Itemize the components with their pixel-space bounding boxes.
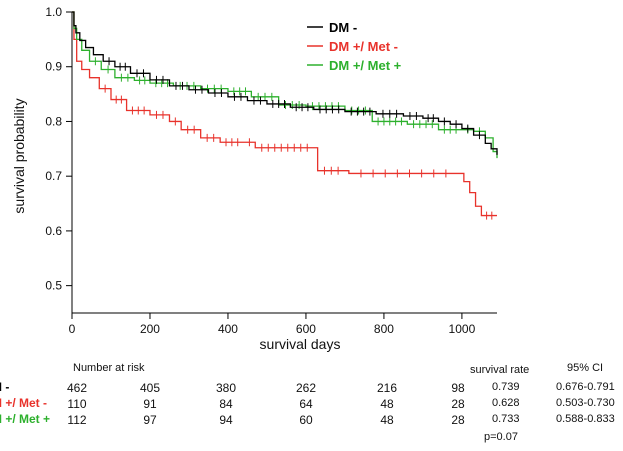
risk-cell: 28 — [451, 397, 465, 411]
y-tick-label: 0.6 — [45, 224, 62, 238]
risk-cell: 216 — [376, 381, 398, 395]
risk-table-header: Number at risk — [73, 362, 145, 374]
risk-cell: 462 — [66, 381, 88, 395]
y-tick-label: 0.9 — [45, 60, 62, 74]
survival-rate: 0.628 — [492, 397, 520, 409]
risk-cell: 91 — [143, 397, 157, 411]
risk-cell: 98 — [451, 381, 465, 395]
risk-cell: 94 — [219, 413, 233, 427]
survival-rate: 0.739 — [492, 381, 520, 393]
risk-cell: 64 — [299, 397, 313, 411]
confidence-interval: 0.588-0.833 — [556, 413, 615, 425]
x-tick-label: 600 — [296, 322, 316, 336]
legend-label: DM - — [329, 20, 357, 35]
confidence-interval: 0.676-0.791 — [556, 381, 615, 393]
x-tick-label: 200 — [140, 322, 160, 336]
x-tick-label: 1000 — [449, 322, 476, 336]
km-curve — [72, 11, 498, 159]
risk-cell: 405 — [139, 381, 161, 395]
risk-cell: 60 — [299, 413, 313, 427]
risk-cell: 28 — [451, 413, 465, 427]
risk-cell: 97 — [143, 413, 157, 427]
risk-row-label: M +/ Met + — [0, 412, 51, 426]
x-tick-label: 0 — [69, 322, 76, 336]
x-tick-label: 800 — [374, 322, 394, 336]
y-axis-label: survival probability — [11, 98, 27, 214]
y-tick-label: 1.0 — [45, 5, 62, 19]
legend-label: DM +/ Met + — [329, 58, 402, 73]
confidence-interval: 0.503-0.730 — [556, 397, 615, 409]
risk-row-label: M - — [0, 380, 10, 394]
legend-label: DM +/ Met - — [329, 39, 398, 54]
risk-cell: 262 — [295, 381, 317, 395]
legend: DM - DM +/ Met - DM +/ Met + — [307, 20, 402, 73]
km-curve — [72, 11, 497, 217]
p-value: p=0.07 — [484, 431, 518, 443]
y-tick-label: 0.5 — [45, 279, 62, 293]
x-axis-label: survival days — [259, 336, 341, 352]
series-layer — [72, 11, 498, 220]
risk-cell: 112 — [67, 413, 87, 427]
survival-rate-header: survival rate — [470, 364, 530, 376]
risk-cell: 380 — [215, 381, 237, 395]
y-tick-label: 0.7 — [45, 169, 62, 183]
survival-rate: 0.733 — [492, 413, 520, 425]
y-tick-label: 0.8 — [45, 114, 62, 128]
ci-header: 95% CI — [567, 362, 604, 374]
risk-cell: 48 — [380, 397, 394, 411]
axes: 0 200 400 600 800 1000 0.5 0.6 0.7 0.8 0.9 1.0 — [45, 5, 497, 336]
risk-cell: 110 — [67, 397, 87, 411]
risk-cell: 48 — [380, 413, 394, 427]
x-tick-label: 400 — [218, 322, 238, 336]
km-curve — [72, 11, 498, 155]
risk-cell: 84 — [219, 397, 233, 411]
risk-row-label: M +/ Met - — [0, 396, 48, 410]
